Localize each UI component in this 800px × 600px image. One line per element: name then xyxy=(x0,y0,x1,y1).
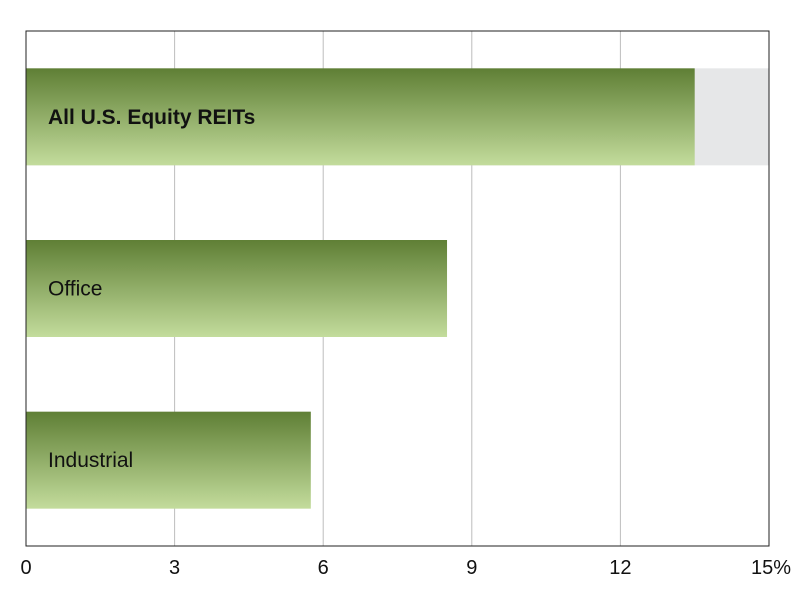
x-tick-label-0: 0 xyxy=(20,557,31,579)
x-tick-label-3: 3 xyxy=(169,557,180,579)
x-tick-label-15: 15% xyxy=(751,557,791,579)
plot-frame xyxy=(25,30,770,547)
bar-label-industrial: Industrial xyxy=(48,449,133,472)
bars-layer: All U.S. Equity REITs Office Industrial xyxy=(26,68,695,509)
bar-all-u-s-equity-reits xyxy=(26,68,695,166)
x-tick-label-9: 9 xyxy=(466,557,477,579)
bar-label-all-u-s-equity-reits: All U.S. Equity REITs xyxy=(48,106,255,129)
bar-office xyxy=(26,240,448,337)
bar-industrial xyxy=(26,411,311,509)
x-tick-label-6: 6 xyxy=(318,557,329,579)
bar-label-office: Office xyxy=(48,278,102,301)
x-axis-ticks: 0 3 6 9 12 15% xyxy=(20,557,791,579)
x-tick-label-12: 12 xyxy=(609,557,631,579)
